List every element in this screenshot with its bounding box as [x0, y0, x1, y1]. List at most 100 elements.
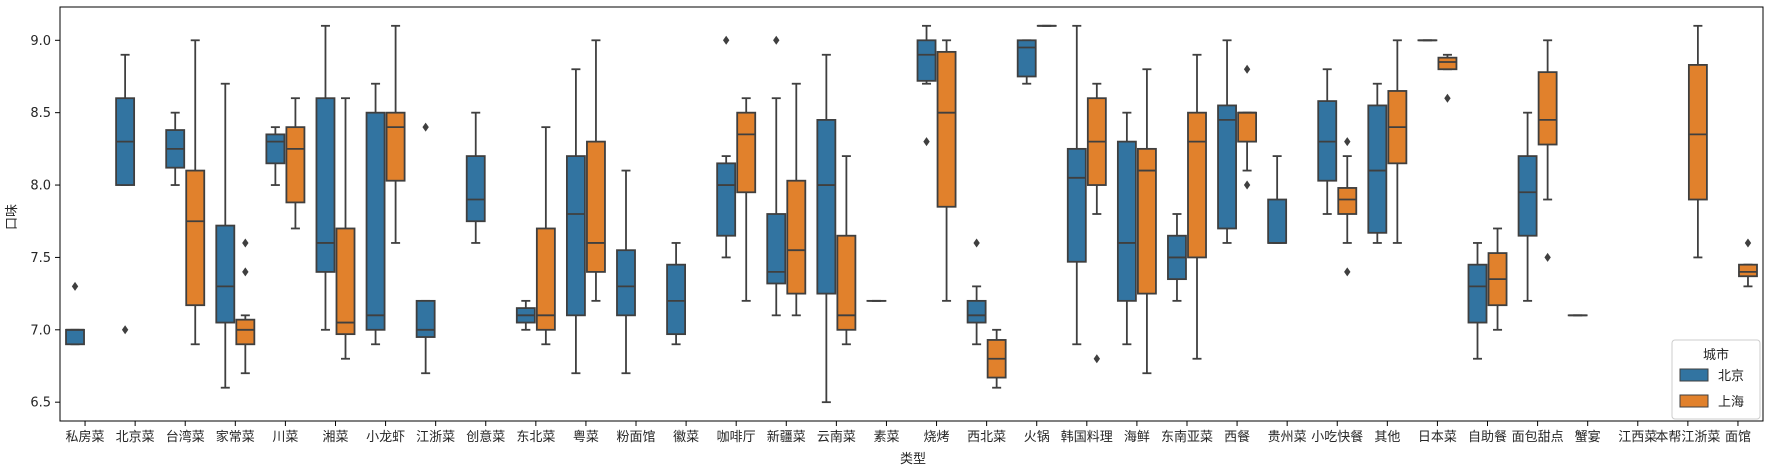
box-2-北京 [165, 111, 186, 186]
box-1-北京 [115, 53, 136, 335]
x-tick-label: 其他 [1374, 430, 1400, 445]
outlier-marker [422, 122, 429, 132]
box-8-北京 [465, 111, 486, 244]
legend-label-beijing: 北京 [1718, 369, 1744, 384]
iqr-box [916, 39, 937, 82]
box-32-上海 [1687, 24, 1708, 259]
x-tick-label: 川菜 [272, 430, 298, 445]
outlier-marker [1544, 252, 1551, 262]
x-tick-label: 粉面馆 [617, 430, 656, 445]
legend: 城市 北京 上海 [1671, 339, 1761, 420]
x-tick-label: 江西菜 [1618, 430, 1657, 445]
iqr-box [1367, 104, 1388, 234]
y-tick-label: 6.5 [30, 396, 51, 411]
iqr-box [786, 179, 807, 295]
x-tick-label: 西北菜 [967, 430, 1006, 445]
box-3-北京 [215, 82, 236, 389]
x-tick-label: 湘菜 [322, 430, 348, 445]
x-tick-label: 自助餐 [1468, 429, 1507, 445]
x-tick-label: 韩国料理 [1061, 430, 1113, 445]
outlier-marker [1243, 64, 1251, 74]
iqr-box [185, 169, 206, 307]
iqr-box [816, 119, 837, 295]
box-14-上海 [786, 82, 807, 317]
box-5-上海 [335, 97, 356, 360]
box-11-北京 [616, 169, 636, 375]
iqr-box [836, 234, 857, 331]
iqr-box [265, 133, 286, 165]
x-tick-label: 家常菜 [216, 429, 255, 445]
iqr-box [285, 126, 306, 204]
iqr-box [1517, 155, 1538, 237]
box-13-上海 [736, 97, 757, 302]
box-15-北京 [816, 53, 837, 404]
box-24-北京 [1267, 155, 1288, 244]
iqr-box [666, 263, 687, 336]
legend-swatch-beijing [1679, 368, 1709, 382]
iqr-box [716, 162, 737, 237]
outlier-marker [1093, 354, 1101, 364]
iqr-box [565, 155, 586, 317]
box-13-北京 [716, 35, 737, 259]
box-2-上海 [185, 39, 206, 346]
x-tick-label: 烧烤 [924, 430, 950, 445]
x-tick-label: 创意菜 [466, 429, 505, 445]
box-33-上海 [1738, 238, 1758, 288]
box-25-北京 [1317, 68, 1338, 215]
iqr-box [1116, 140, 1137, 302]
outlier-marker [722, 35, 730, 45]
x-tick-label: 东南亚菜 [1161, 429, 1213, 445]
box-17-上海 [936, 39, 957, 302]
box-27-上海 [1437, 53, 1458, 103]
box-22-北京 [1167, 213, 1187, 302]
x-tick-label: 台湾菜 [166, 429, 205, 445]
iqr-box [215, 224, 236, 324]
box-18-上海 [986, 328, 1007, 389]
iqr-box [1537, 71, 1558, 146]
iqr-box [1267, 198, 1288, 244]
y-tick-label: 7.0 [30, 323, 51, 338]
outlier-marker [1744, 238, 1752, 248]
box-3-上海 [235, 238, 256, 375]
outlier-marker [121, 325, 129, 335]
x-tick-label: 云南菜 [817, 429, 856, 445]
box-10-上海 [586, 39, 606, 302]
y-tick-label: 8.5 [30, 106, 51, 121]
iqr-box [1738, 263, 1758, 278]
y-tick-label: 7.5 [30, 251, 51, 266]
box-20-上海 [1086, 82, 1107, 364]
iqr-box [586, 140, 606, 273]
box-23-北京 [1217, 39, 1237, 244]
box-26-北京 [1367, 82, 1388, 244]
outlier-marker [1444, 93, 1451, 103]
box-12-北京 [666, 242, 687, 346]
outlier-marker [1344, 267, 1351, 277]
iqr-box [335, 227, 356, 336]
iqr-box [365, 111, 386, 331]
iqr-box [616, 249, 636, 317]
legend-title: 城市 [1703, 347, 1729, 363]
box-6-北京 [365, 82, 386, 346]
iqr-box [936, 50, 957, 208]
box-25-上海 [1337, 137, 1358, 277]
box-14-北京 [766, 35, 787, 317]
iqr-box [415, 299, 436, 338]
iqr-box [1437, 56, 1458, 71]
box-28-北京 [1467, 242, 1488, 360]
iqr-box [736, 111, 757, 194]
box-0-北京 [65, 281, 85, 346]
iqr-box [65, 328, 85, 346]
x-tick-label: 蟹宴 [1575, 429, 1601, 445]
x-axis-label: 类型 [900, 452, 926, 467]
box-4-北京 [265, 126, 286, 186]
boxes-layer [65, 24, 1758, 404]
x-tick-label: 咖啡厅 [717, 430, 756, 445]
x-tick-label: 北京菜 [116, 430, 155, 445]
box-20-北京 [1066, 24, 1087, 346]
legend-label-shanghai: 上海 [1718, 395, 1744, 410]
iqr-box [1016, 39, 1037, 78]
x-tick-label: 小龙虾 [366, 430, 405, 445]
box-21-上海 [1136, 68, 1157, 375]
x-tick-label: 西餐 [1224, 429, 1250, 445]
